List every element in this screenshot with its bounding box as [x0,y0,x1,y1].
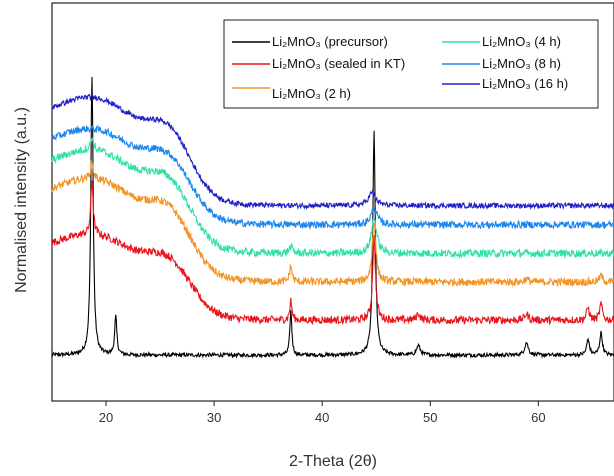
series-line-0 [51,76,614,359]
series-line-4 [51,124,614,230]
series-line-3 [51,136,614,260]
legend-label: Li₂MnO₃ (8 h) [482,56,561,71]
x-axis-title: 2-Theta (2θ) [289,453,377,470]
plot-frame [51,2,614,402]
legend-entry-8h: Li₂MnO₃ (8 h) [442,56,561,71]
legend-entry-sealed: Li₂MnO₃ (sealed in KT) [232,56,405,71]
x-tick-label: 40 [315,410,329,425]
x-axis: 20 30 40 50 60 [99,401,546,425]
x-tick-label: 60 [531,410,545,425]
legend-box [223,19,599,109]
legend-label: Li₂MnO₃ (16 h) [482,76,568,91]
legend-label: Li₂MnO₃ (sealed in KT) [272,56,405,71]
series-layer [51,76,614,359]
legend-entry-16h: Li₂MnO₃ (16 h) [442,76,568,91]
series-line-2 [51,160,614,288]
legend-label: Li₂MnO₃ (2 h) [272,86,351,101]
legend-entry-2h: Li₂MnO₃ (2 h) [232,86,351,101]
x-tick-label: 30 [207,410,221,425]
legend-label: Li₂MnO₃ (precursor) [272,34,388,49]
series-line-5 [51,93,614,211]
x-tick-label: 50 [423,410,437,425]
series-line-1 [51,180,614,326]
legend: Li₂MnO₃ (precursor) Li₂MnO₃ (sealed in K… [223,19,599,109]
legend-entry-precursor: Li₂MnO₃ (precursor) [232,34,388,49]
y-axis-title: Normalised intensity (a.u.) [13,107,30,293]
legend-entry-4h: Li₂MnO₃ (4 h) [442,34,561,49]
x-tick-label: 20 [99,410,113,425]
legend-label: Li₂MnO₃ (4 h) [482,34,561,49]
